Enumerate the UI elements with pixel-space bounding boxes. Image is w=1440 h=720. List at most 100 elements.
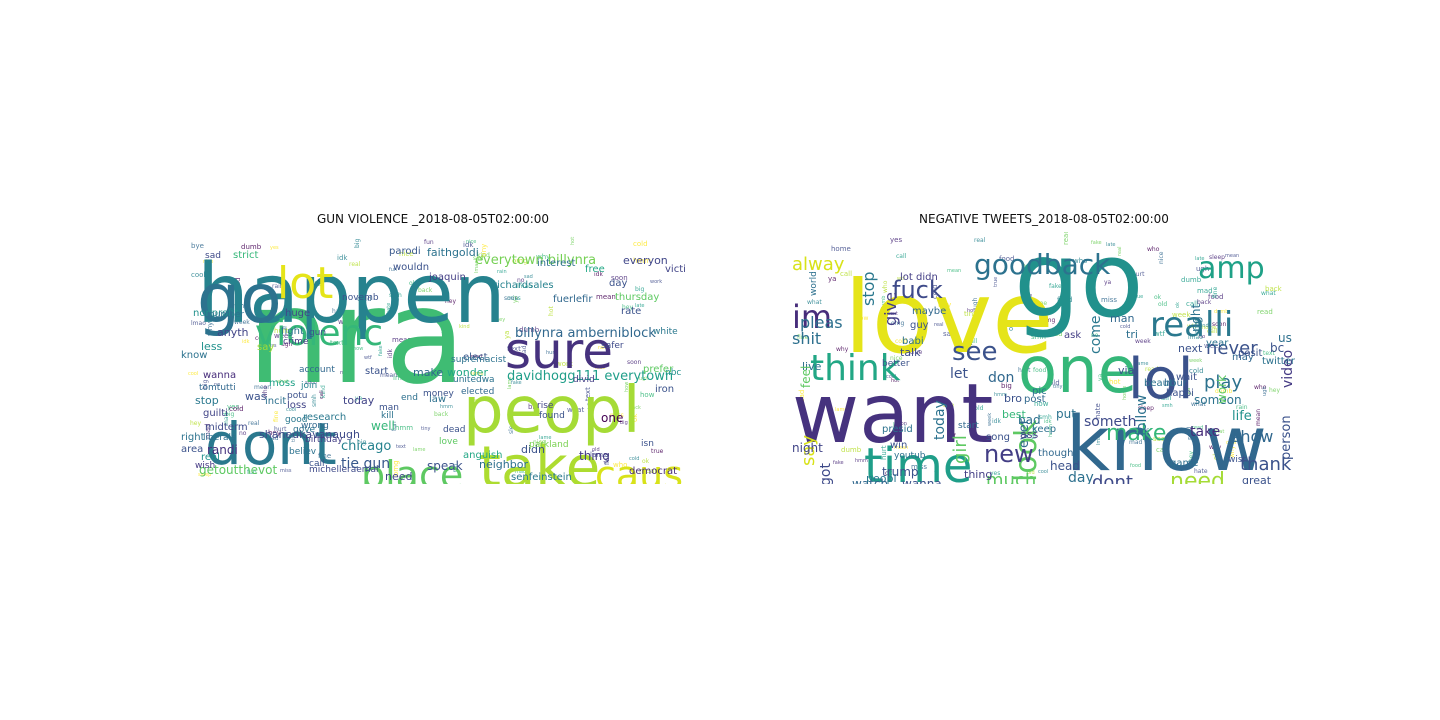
wordcloud-filler-word: wtf xyxy=(1187,323,1197,330)
wordcloud-filler-word: fun xyxy=(421,337,431,344)
wordcloud-filler-word: hate xyxy=(1194,468,1208,475)
wordcloud-filler-word: fun xyxy=(389,267,397,273)
wordcloud-word: thank xyxy=(1240,454,1292,475)
wordcloud-word: wouldn xyxy=(393,262,429,273)
wordcloud-word: know xyxy=(1066,399,1267,484)
wordcloud-word: love xyxy=(439,437,458,447)
wordcloud-filler-word: back xyxy=(629,405,641,411)
wordcloud-filler-word: real xyxy=(934,322,943,328)
wordcloud-word: today xyxy=(343,394,375,407)
wordcloud-word: take xyxy=(479,435,600,484)
wordcloud-filler-word: home xyxy=(1202,325,1216,331)
wordcloud-word: want xyxy=(792,367,993,462)
wordcloud-filler-word: week xyxy=(1135,338,1151,345)
panel-title: GUN VIOLENCE _2018-08-05T02:00:00 xyxy=(316,212,550,226)
wordcloud-word: better xyxy=(882,359,910,369)
wordcloud-word: crime xyxy=(283,337,309,347)
wordcloud-word: wonder xyxy=(447,366,488,379)
wordcloud-filler-word: bye xyxy=(943,402,954,409)
wordcloud-filler-word: dumb xyxy=(1214,309,1228,315)
wordcloud-word: wanna xyxy=(902,477,942,484)
wordcloud-filler-word: fine xyxy=(318,452,331,460)
wordcloud-word: novemb xyxy=(342,293,379,303)
wordcloud-filler-word: wtf xyxy=(948,433,956,439)
wordcloud-word: midterm xyxy=(205,422,248,433)
wordcloud-word: girl xyxy=(950,435,971,464)
wordcloud-filler-word: mean xyxy=(894,445,908,451)
wordcloud-filler-word: fake xyxy=(1049,283,1062,290)
wordcloud-word: got xyxy=(818,463,834,484)
wordcloud-filler-word: soon xyxy=(611,274,628,282)
wordcloud-filler-word: nice xyxy=(1158,251,1165,264)
wordcloud-word: happen xyxy=(197,247,506,342)
wordcloud-word: bro xyxy=(1004,392,1022,405)
wordcloud-filler-word: mean xyxy=(596,293,616,301)
wordcloud-filler-word: ya xyxy=(587,402,595,409)
wordcloud-word: thing xyxy=(964,468,992,481)
wordcloud-word: billynra amberniblock xyxy=(515,326,656,341)
wordcloud-word: good xyxy=(285,415,307,425)
wordcloud-filler-word: hmm xyxy=(395,424,413,432)
wordcloud-filler-word: cold xyxy=(1189,367,1204,375)
wordcloud-word: someth xyxy=(1084,414,1136,430)
wordcloud-filler-word: food xyxy=(999,255,1014,263)
wordcloud-filler-word: what xyxy=(276,379,288,385)
wordcloud-word: speak xyxy=(427,459,463,473)
wordcloud-word: lot xyxy=(277,258,333,309)
wordcloud-word: thing xyxy=(579,449,610,463)
wordcloud-word: im xyxy=(792,298,832,336)
wordcloud-filler-word: hey xyxy=(1188,451,1195,462)
wordcloud-filler-word: hmm xyxy=(994,392,1007,398)
wordcloud-word: money xyxy=(423,389,455,399)
wordcloud-filler-word: hey xyxy=(190,420,201,427)
wordcloud-filler-word: smh xyxy=(311,394,318,407)
wordcloud-filler-word: what xyxy=(1212,429,1224,435)
wordcloud-filler-word: lmao xyxy=(474,261,480,273)
wordcloud-word: real xyxy=(201,452,220,463)
wordcloud-filler-word: idk xyxy=(594,271,603,278)
wordcloud-word: go xyxy=(1014,232,1144,341)
wordcloud-word: year xyxy=(1206,338,1229,349)
wordcloud-filler-word: call xyxy=(840,270,852,278)
wordcloud-word: was xyxy=(245,390,267,403)
wordcloud-filler-word: hurt xyxy=(1018,367,1031,374)
wordcloud-word: watch xyxy=(852,477,888,484)
wordcloud-word: say xyxy=(257,342,274,353)
wordcloud-filler-word: mad xyxy=(515,469,526,475)
wordcloud-filler-word: why xyxy=(338,318,352,326)
wordcloud-filler-word: who xyxy=(262,385,269,398)
wordcloud-word: beauti xyxy=(1144,378,1176,389)
wordcloud-filler-word: week xyxy=(1204,342,1223,350)
wordcloud-filler-word: hey xyxy=(496,317,505,323)
wordcloud-filler-word: lame xyxy=(539,435,551,441)
wordcloud-word: fight xyxy=(281,326,304,337)
wordcloud-word: song xyxy=(986,432,1010,443)
wordcloud-word: goodback xyxy=(974,248,1111,281)
wordcloud-word: wait xyxy=(1176,372,1197,383)
wordcloud-filler-word: ok xyxy=(1022,263,1030,272)
wordcloud-word: parkland xyxy=(529,440,569,450)
wordcloud-filler-word: fake xyxy=(833,460,844,466)
wordcloud-filler-word: ugh xyxy=(1196,265,1209,273)
wordcloud-word: night xyxy=(792,441,823,455)
wordcloud-filler-word: idk xyxy=(463,241,474,249)
wordcloud-filler-word: read xyxy=(1257,308,1273,316)
wordcloud-word: call xyxy=(309,459,324,469)
wordcloud-word: live xyxy=(802,360,822,373)
wordcloud-filler-word: dumb xyxy=(519,326,540,334)
wordcloud-filler-word: call xyxy=(1156,446,1168,454)
wordcloud-word: found xyxy=(539,411,565,421)
wordcloud-filler-word: call xyxy=(1186,300,1198,308)
wordcloud-filler-word: hurt xyxy=(546,350,556,356)
wordcloud-word: guy xyxy=(910,320,929,331)
wordcloud-filler-word: hot xyxy=(1109,378,1121,386)
wordcloud-filler-word: wtf xyxy=(897,276,905,282)
wordcloud-word: may xyxy=(1232,352,1254,363)
wordcloud-filler-word: ugh xyxy=(281,341,293,348)
wordcloud-filler-word: big xyxy=(528,403,539,411)
wordcloud-word: getoutthevot xyxy=(199,463,277,477)
wordcloud-filler-word: food xyxy=(1057,296,1072,304)
wordcloud-filler-word: nice xyxy=(466,239,476,245)
wordcloud-filler-word: how xyxy=(1034,400,1049,408)
wordcloud-filler-word: why xyxy=(1229,445,1236,458)
